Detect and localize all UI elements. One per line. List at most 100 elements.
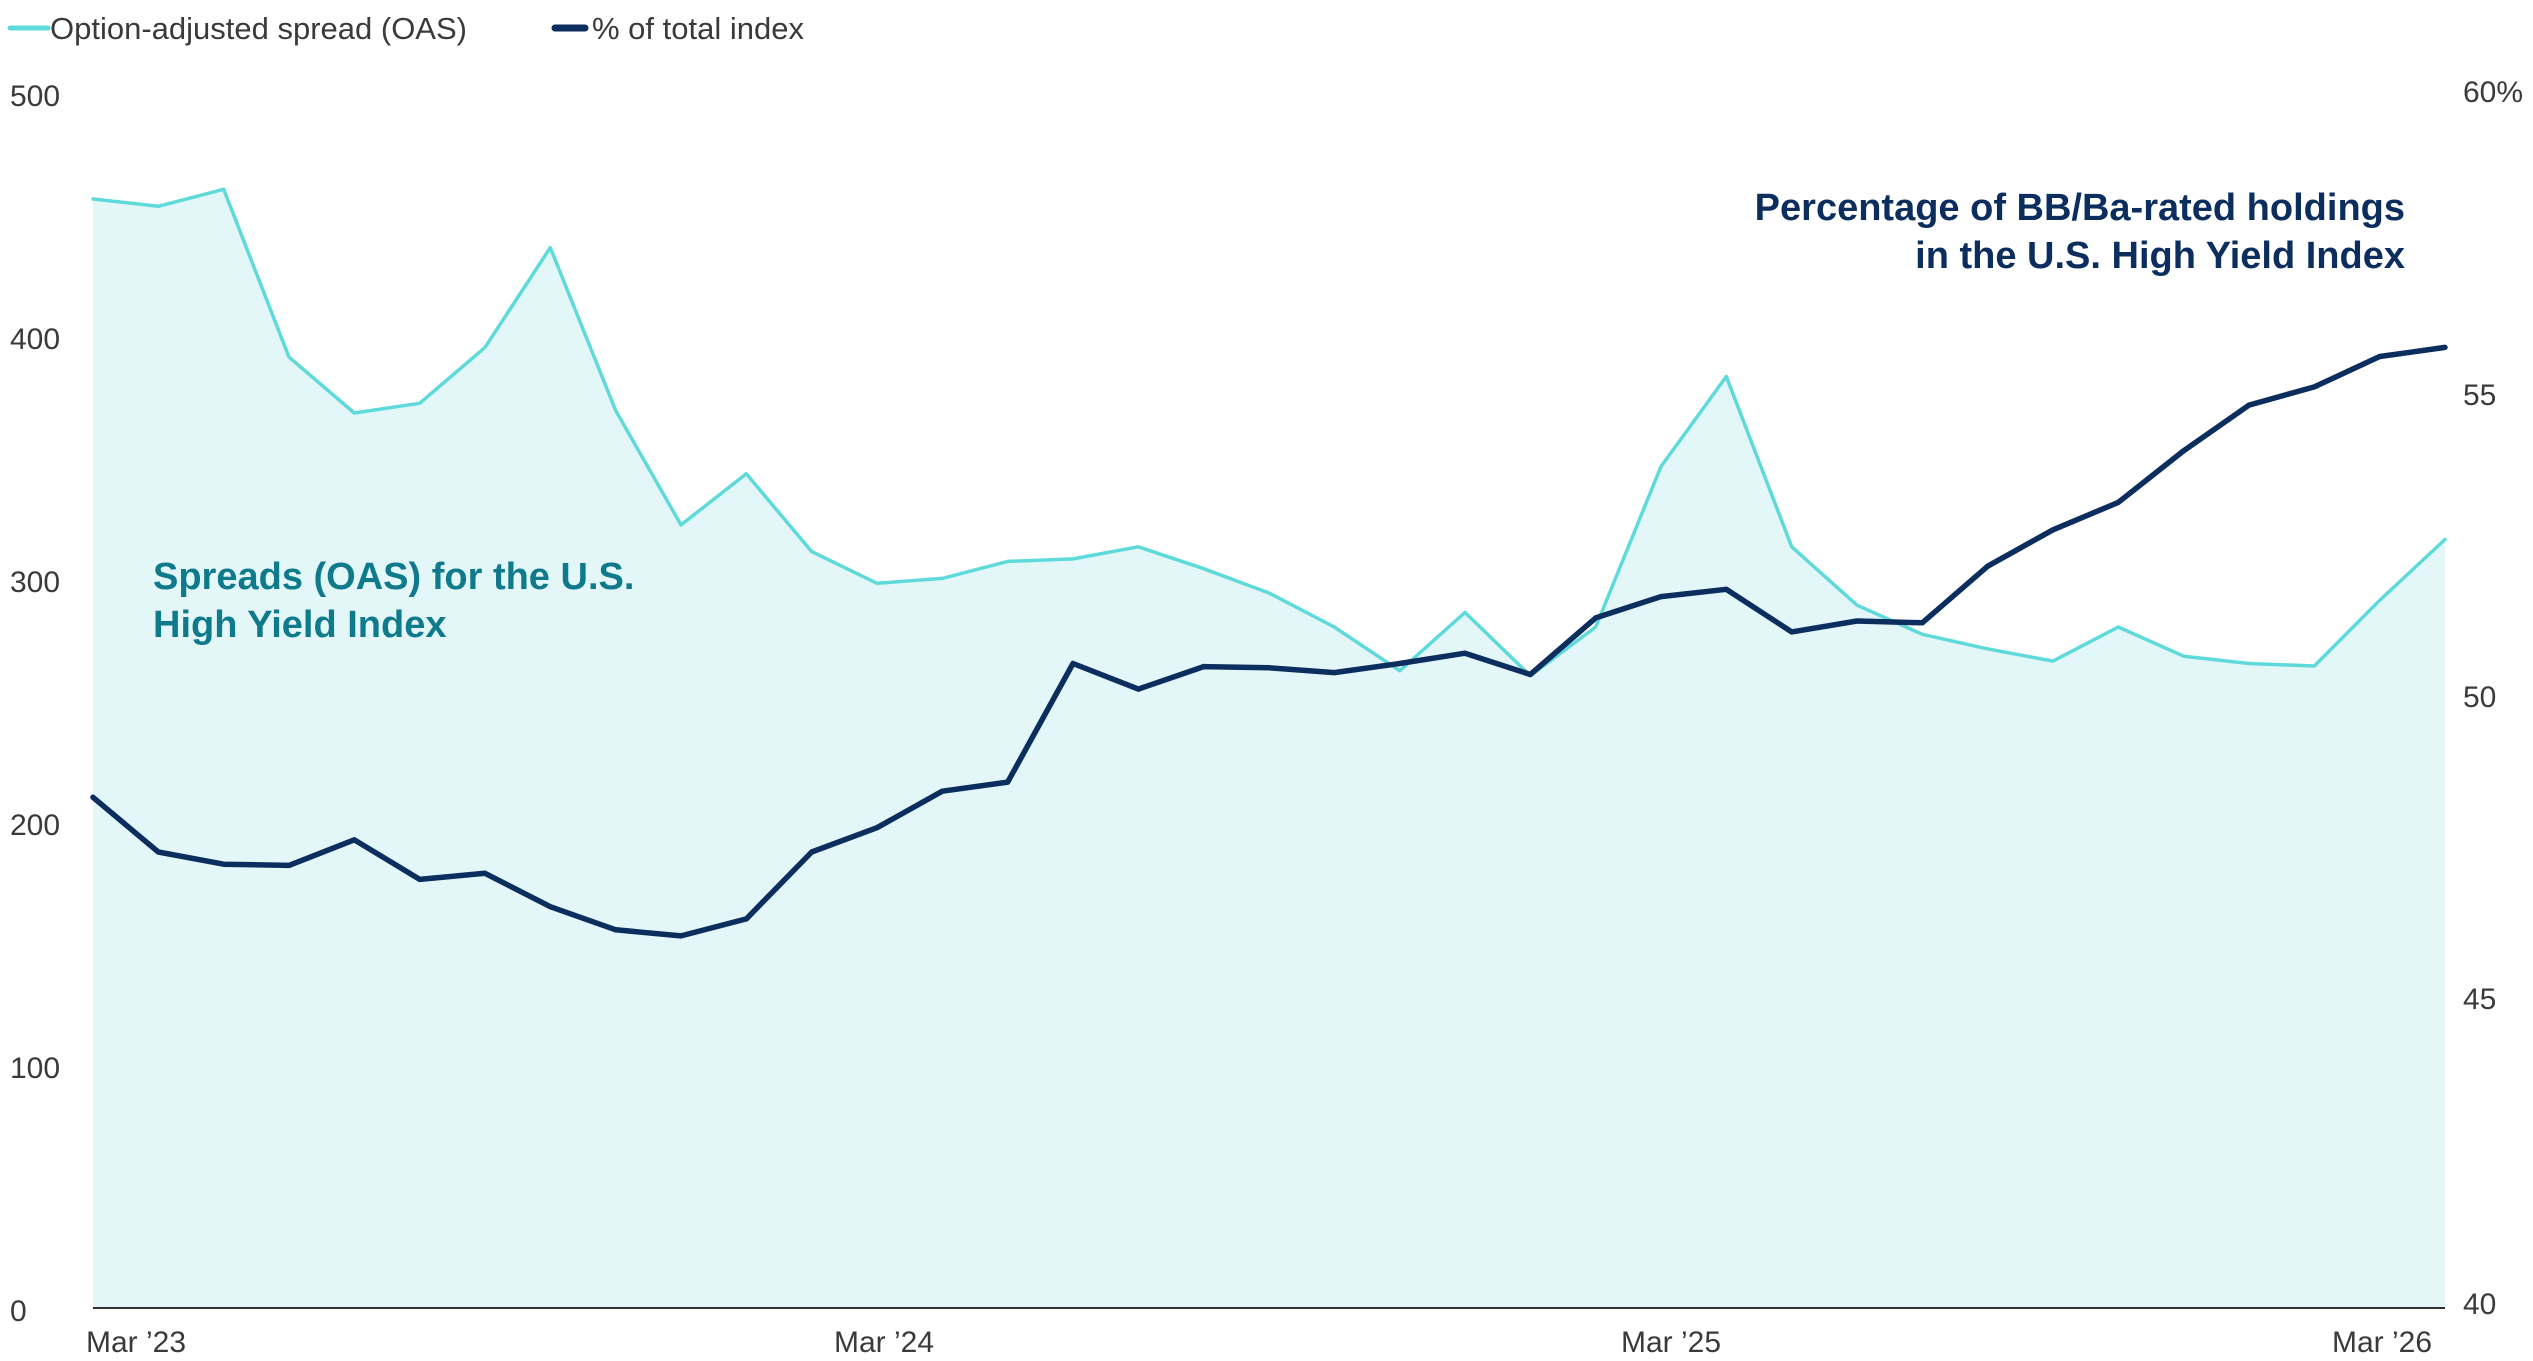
pct-data-point (2051, 528, 2055, 532)
legend-label-pct: % of total index (592, 11, 804, 46)
pct-annotation-line: in the U.S. High Yield Index (1915, 235, 2405, 277)
right-axis: 40 45 50 55 60% (2463, 76, 2523, 1321)
pct-data-point (875, 826, 879, 830)
oas-data-point (744, 472, 748, 476)
pct-data-point (1136, 687, 1140, 691)
oas-data-point (2116, 625, 2120, 629)
oas-data-point (614, 409, 618, 413)
oas-data-point (1398, 669, 1402, 673)
left-tick-label: 0 (10, 1295, 27, 1328)
pct-series-line (90, 344, 2448, 939)
legend: Option-adjusted spread (OAS) % of total … (7, 11, 804, 46)
pct-data-point (1594, 616, 1598, 620)
oas-data-point (1071, 557, 1075, 561)
x-axis: Mar ’23 Mar ’24 Mar ’25 Mar ’26 (86, 1326, 2432, 1359)
pct-data-point (1332, 671, 1336, 675)
oas-data-point (548, 246, 552, 250)
oas-series-line (91, 187, 2447, 678)
oas-annotation: Spreads (OAS) for the U.S. High Yield In… (153, 556, 634, 646)
oas-data-point (1659, 465, 1663, 469)
pct-data-point (2182, 449, 2186, 453)
pct-annotation: Percentage of BB/Ba-rated holdings in th… (1755, 187, 2405, 277)
oas-data-point (679, 523, 683, 527)
oas-data-point (1202, 567, 1206, 571)
pct-annotation-line: Percentage of BB/Ba-rated holdings (1755, 187, 2405, 229)
oas-data-point (2378, 598, 2382, 602)
oas-data-point (1332, 625, 1336, 629)
left-tick-label: 500 (10, 80, 60, 113)
pct-data-point (287, 863, 291, 867)
pct-data-point (1659, 595, 1663, 599)
right-tick-label: 60% (2463, 76, 2523, 109)
x-tick-label: Mar ’26 (2332, 1326, 2432, 1359)
oas-data-point (91, 197, 95, 201)
oas-data-point (483, 345, 487, 349)
oas-data-point (940, 576, 944, 580)
oas-data-point (810, 550, 814, 554)
oas-data-point (1855, 603, 1859, 607)
right-tick-label: 50 (2463, 681, 2496, 714)
pct-data-point (1920, 621, 1924, 625)
oas-data-point (287, 355, 291, 359)
pct-data-point (1986, 564, 1990, 568)
pct-data-point (2312, 385, 2316, 389)
pct-data-point (2378, 355, 2382, 359)
left-tick-label: 100 (10, 1052, 60, 1085)
pct-data-point (1267, 666, 1271, 670)
oas-data-point (1267, 591, 1271, 595)
pct-data-point (222, 862, 226, 866)
x-tick-label: Mar ’25 (1621, 1326, 1721, 1359)
pct-data-point (483, 871, 487, 875)
x-tick-label: Mar ’24 (834, 1326, 934, 1359)
left-tick-label: 200 (10, 809, 60, 842)
oas-data-point (352, 411, 356, 415)
left-tick-label: 300 (10, 566, 60, 599)
pct-data-point (548, 905, 552, 909)
left-tick-label: 400 (10, 323, 60, 356)
pct-data-point (810, 850, 814, 854)
oas-data-point (1790, 545, 1794, 549)
oas-data-point (2182, 654, 2186, 658)
pct-data-point (2116, 500, 2120, 504)
oas-data-point (1724, 375, 1728, 379)
pct-data-point (352, 838, 356, 842)
pct-data-point (1398, 662, 1402, 666)
pct-data-point (614, 928, 618, 932)
oas-data-point (1594, 625, 1598, 629)
oas-data-point (1006, 559, 1010, 563)
oas-area-layer (93, 189, 2445, 1308)
legend-label-oas: Option-adjusted spread (OAS) (50, 11, 467, 46)
oas-data-point (2247, 662, 2251, 666)
pct-data-point (744, 917, 748, 921)
oas-data-point (418, 401, 422, 405)
oas-data-point (875, 581, 879, 585)
pct-data-point (418, 877, 422, 881)
oas-data-point (1136, 545, 1140, 549)
oas-data-point (1463, 610, 1467, 614)
pct-data-point (1202, 665, 1206, 669)
left-axis: 0 100 200 300 400 500 (10, 80, 60, 1328)
pct-data-point (1006, 780, 1010, 784)
oas-data-point (1986, 647, 1990, 651)
series-line-layer (90, 187, 2448, 939)
pct-data-point (2443, 345, 2447, 349)
oas-data-point (1920, 632, 1924, 636)
oas-data-point (222, 187, 226, 191)
pct-data-point (940, 789, 944, 793)
pct-data-point (1790, 630, 1794, 634)
x-tick-label: Mar ’23 (86, 1326, 186, 1359)
oas-annotation-line: High Yield Index (153, 604, 447, 646)
pct-data-point (91, 795, 95, 799)
pct-data-point (1724, 587, 1728, 591)
oas-data-point (2443, 538, 2447, 542)
right-tick-label: 55 (2463, 379, 2496, 412)
pct-data-point (1463, 651, 1467, 655)
oas-annotation-line: Spreads (OAS) for the U.S. (153, 556, 634, 598)
pct-data-point (156, 850, 160, 854)
pct-data-point (1071, 662, 1075, 666)
oas-area-fill (93, 189, 2445, 1308)
pct-data-point (1855, 619, 1859, 623)
right-tick-label: 45 (2463, 983, 2496, 1016)
oas-data-point (2312, 664, 2316, 668)
